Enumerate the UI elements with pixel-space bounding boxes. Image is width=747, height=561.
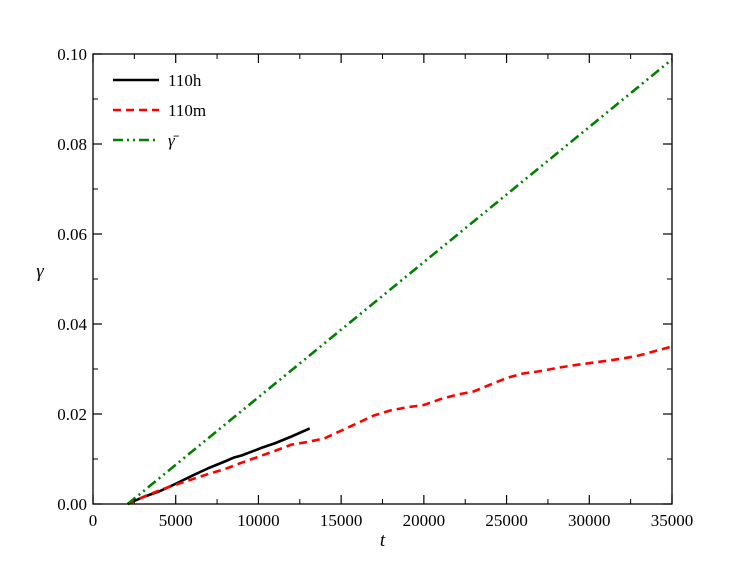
x-tick-label: 0: [89, 511, 98, 530]
y-axis-label: γ: [36, 261, 44, 282]
series-layer: [126, 58, 673, 506]
x-tick-label: 20000: [403, 511, 446, 530]
x-tick-label: 10000: [237, 511, 280, 530]
x-axis-label: t: [380, 530, 386, 551]
x-tick-label: 30000: [568, 511, 611, 530]
x-tick-label: 35000: [651, 511, 694, 530]
y-tick-label: 0.08: [57, 135, 87, 154]
x-tick-label: 5000: [159, 511, 193, 530]
x-tick-label: 15000: [320, 511, 363, 530]
y-tick-label: 0.02: [57, 405, 87, 424]
legend-label-110h: 110h: [168, 71, 202, 90]
legend: 110h 110m γ̄: [113, 71, 206, 150]
legend-label-110m: 110m: [168, 101, 206, 120]
y-tick-label: 0.00: [57, 495, 87, 514]
series-line-1: [127, 345, 673, 506]
series-line-0: [127, 427, 311, 506]
plot-frame: [92, 53, 673, 505]
series-line-2: [126, 58, 673, 506]
x-tick-label: 25000: [485, 511, 528, 530]
y-tick-label: 0.10: [57, 45, 87, 64]
y-tick-label: 0.04: [57, 315, 87, 334]
y-tick-label: 0.06: [57, 225, 87, 244]
legend-label-gamma-bar: γ̄: [168, 131, 180, 150]
ticks-layer: 0 5000 10000 15000 20000 25000 30000 35000 0.00 0…: [57, 45, 693, 530]
